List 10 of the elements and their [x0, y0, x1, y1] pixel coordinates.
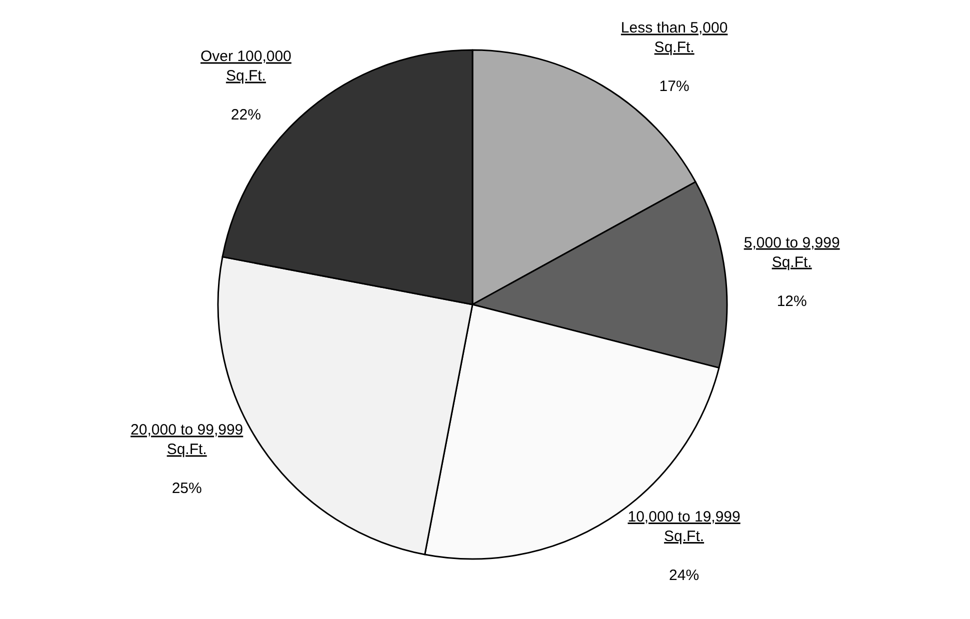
data-label: 12%	[776, 292, 807, 310]
data-label: 17%	[659, 78, 690, 96]
slice-label: 5,000 to 9,999 Sq.Ft.	[744, 234, 840, 271]
slice-label: Over 100,000 Sq.Ft.	[200, 48, 292, 85]
slice-label: Less than 5,000 Sq.Ft.	[620, 20, 728, 56]
data-label: 24%	[669, 567, 700, 584]
slice-label: 10,000 to 19,999 Sq.Ft.	[628, 508, 740, 546]
slice-label: 20,000 to 99,999 Sq.Ft.	[130, 422, 244, 458]
data-label: 25%	[172, 480, 202, 498]
data-label: 22%	[230, 106, 261, 124]
